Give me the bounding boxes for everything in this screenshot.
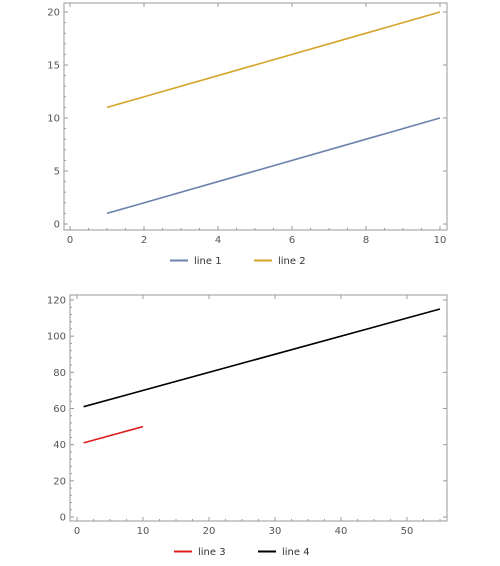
x-tick-label: 40 bbox=[335, 526, 348, 537]
legend-label: line 4 bbox=[282, 547, 310, 558]
y-tick-label: 60 bbox=[53, 404, 66, 415]
series-line-2 bbox=[106, 11, 441, 109]
series-line-3 bbox=[83, 425, 144, 444]
x-tick-label: 20 bbox=[203, 526, 216, 537]
y-tick-label: 80 bbox=[53, 368, 66, 379]
x-tick-label: 6 bbox=[289, 235, 295, 246]
y-tick-label: 100 bbox=[47, 332, 66, 343]
x-tick-label: 2 bbox=[141, 235, 147, 246]
y-tick-label: 20 bbox=[47, 8, 60, 19]
legend-label: line 1 bbox=[194, 256, 222, 267]
series-line-1 bbox=[106, 117, 441, 215]
legend-label: line 2 bbox=[278, 256, 306, 267]
x-tick-label: 30 bbox=[269, 526, 282, 537]
plot-frame bbox=[69, 294, 448, 522]
x-tick-label: 0 bbox=[74, 526, 80, 537]
legend-label: line 3 bbox=[198, 547, 226, 558]
y-tick-label: 5 bbox=[54, 167, 60, 178]
y-tick-label: 120 bbox=[47, 296, 66, 307]
series-line-4 bbox=[83, 308, 441, 408]
y-tick-label: 40 bbox=[53, 440, 66, 451]
y-tick-label: 0 bbox=[54, 220, 60, 231]
y-tick-label: 0 bbox=[60, 513, 66, 524]
plot-frame bbox=[63, 2, 448, 231]
x-tick-label: 50 bbox=[401, 526, 414, 537]
x-tick-label: 10 bbox=[434, 235, 447, 246]
y-tick-label: 15 bbox=[47, 61, 60, 72]
y-tick-label: 20 bbox=[53, 476, 66, 487]
chart-top: 0 2 4 6 8 10 0 5 10 15 20 line 1 line 2 bbox=[47, 2, 448, 267]
chart-bottom: 0 10 20 30 40 50 0 20 40 60 80 100 120 line 3 line 4 bbox=[47, 294, 448, 558]
y-tick-label: 10 bbox=[47, 114, 60, 125]
x-tick-label: 8 bbox=[363, 235, 369, 246]
x-tick-label: 0 bbox=[67, 235, 73, 246]
x-tick-label: 4 bbox=[215, 235, 221, 246]
x-tick-label: 10 bbox=[137, 526, 150, 537]
